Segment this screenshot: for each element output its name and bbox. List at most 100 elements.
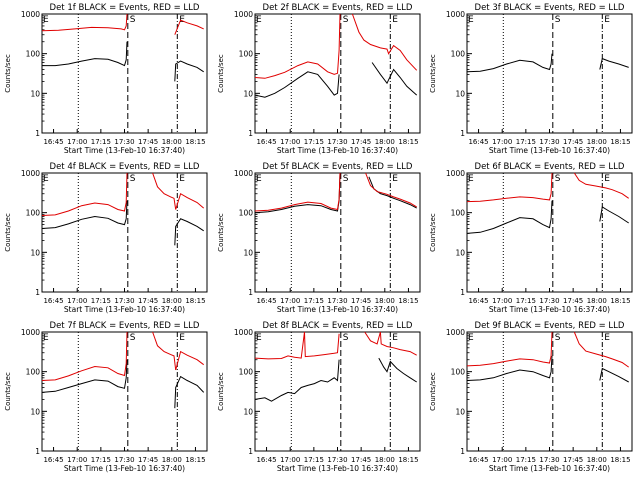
y-tick-label: 1 <box>35 129 40 138</box>
x-tick-label: 17:00 <box>280 297 300 305</box>
y-tick-label: 10 <box>30 89 40 98</box>
s-marker: S <box>343 174 349 184</box>
x-axis-label: Start Time (13-Feb-10 16:37:40) <box>277 146 398 155</box>
y-tick-label: 1000 <box>446 169 465 178</box>
detector-panel: Det 7f BLACK = Events, RED = LLD Counts/s… <box>4 321 208 473</box>
y-tick-label: 1000 <box>234 169 253 178</box>
y-axis-label: Counts/sec <box>429 372 437 411</box>
x-tick-label: 16:45 <box>256 138 276 146</box>
axes-frame <box>41 172 208 293</box>
y-tick-label: 10 <box>243 89 253 98</box>
y-tick-label: 10 <box>243 248 253 257</box>
y-tick-label: 100 <box>239 368 254 377</box>
y-tick-label: 1 <box>35 447 40 456</box>
x-tick-label: 17:15 <box>516 297 536 305</box>
x-tick-label: 18:00 <box>162 456 182 464</box>
x-tick-label: 17:30 <box>327 297 347 305</box>
x-axis-label: Start Time (13-Feb-10 16:37:40) <box>489 305 610 314</box>
y-tick-label: 100 <box>451 209 466 218</box>
lld-series-line <box>466 172 629 203</box>
y-axis-label: Counts/sec <box>217 213 225 252</box>
y-tick-label: 100 <box>451 368 466 377</box>
x-tick-label: 16:45 <box>43 297 63 305</box>
events-series-line <box>42 41 204 82</box>
s-marker: S <box>343 333 349 343</box>
x-tick-label: 17:00 <box>280 138 300 146</box>
x-axis-label: Start Time (13-Feb-10 16:37:40) <box>277 305 398 314</box>
y-tick-label: 1000 <box>446 10 465 19</box>
y-axis-label: Counts/sec <box>4 213 12 252</box>
detector-panel: Det 1f BLACK = Events, RED = LLD Counts/s… <box>4 3 208 155</box>
panel-title: Det 9f BLACK = Events, RED = LLD <box>475 321 625 331</box>
start-e-marker: E <box>256 333 262 343</box>
x-tick-label: 16:45 <box>468 138 488 146</box>
x-tick-label: 17:45 <box>138 456 158 464</box>
axes-frame <box>466 331 633 452</box>
e-marker: E <box>179 174 185 184</box>
x-tick-label: 18:00 <box>375 297 395 305</box>
y-tick-label: 10 <box>455 407 465 416</box>
x-tick-label: 17:45 <box>351 138 371 146</box>
y-tick-label: 1 <box>248 129 253 138</box>
x-tick-label: 18:15 <box>610 297 630 305</box>
y-tick-label: 10 <box>30 248 40 257</box>
lld-series-line <box>41 331 205 381</box>
x-tick-label: 17:30 <box>539 456 559 464</box>
x-tick-label: 18:00 <box>162 297 182 305</box>
x-tick-label: 17:00 <box>492 297 512 305</box>
start-e-marker: E <box>468 15 474 25</box>
e-marker: E <box>604 174 610 184</box>
lld-series-line <box>254 172 417 212</box>
x-tick-label: 17:30 <box>327 456 347 464</box>
y-tick-label: 1000 <box>234 10 253 19</box>
x-tick-label: 18:00 <box>587 297 607 305</box>
x-tick-label: 17:15 <box>516 456 536 464</box>
axes-frame <box>466 172 633 293</box>
detector-panel: Det 4f BLACK = Events, RED = LLD Counts/s… <box>4 162 208 314</box>
x-tick-label: 18:15 <box>398 138 418 146</box>
panel-title: Det 3f BLACK = Events, RED = LLD <box>475 3 625 13</box>
x-tick-label: 17:15 <box>304 456 324 464</box>
lld-series-line <box>466 331 629 368</box>
x-tick-label: 17:15 <box>304 138 324 146</box>
panel-title: Det 2f BLACK = Events, RED = LLD <box>263 3 413 13</box>
x-tick-label: 17:30 <box>114 297 134 305</box>
detector-panel: Det 5f BLACK = Events, RED = LLD Counts/s… <box>217 162 421 314</box>
x-tick-label: 17:00 <box>67 456 87 464</box>
axes-frame <box>41 331 208 452</box>
x-tick-label: 17:00 <box>67 138 87 146</box>
x-tick-label: 18:15 <box>185 138 205 146</box>
x-axis-label: Start Time (13-Feb-10 16:37:40) <box>489 146 610 155</box>
axes-frame <box>466 13 633 134</box>
x-axis-label: Start Time (13-Feb-10 16:37:40) <box>64 464 185 473</box>
x-tick-label: 17:15 <box>304 297 324 305</box>
y-tick-label: 100 <box>26 50 41 59</box>
detector-panel: Det 2f BLACK = Events, RED = LLD Counts/s… <box>217 3 421 155</box>
events-series-line <box>466 355 629 383</box>
panel-title: Det 5f BLACK = Events, RED = LLD <box>263 162 413 172</box>
x-tick-label: 17:15 <box>91 138 111 146</box>
x-tick-label: 18:15 <box>185 297 205 305</box>
start-e-marker: E <box>256 174 262 184</box>
y-tick-label: 100 <box>26 209 41 218</box>
x-tick-label: 17:15 <box>516 138 536 146</box>
x-tick-label: 17:45 <box>351 297 371 305</box>
y-axis-label: Counts/sec <box>4 372 12 411</box>
y-tick-label: 100 <box>239 50 254 59</box>
e-marker: E <box>392 174 398 184</box>
y-tick-label: 1 <box>248 447 253 456</box>
x-tick-label: 18:00 <box>162 138 182 146</box>
y-tick-label: 1000 <box>21 10 40 19</box>
lld-series-line <box>41 172 205 216</box>
y-tick-label: 100 <box>239 209 254 218</box>
events-series-line <box>41 359 205 409</box>
y-tick-label: 1000 <box>446 328 465 337</box>
start-e-marker: E <box>43 333 49 343</box>
x-tick-label: 18:15 <box>398 456 418 464</box>
e-marker: E <box>392 15 398 25</box>
panel-title: Det 8f BLACK = Events, RED = LLD <box>263 321 413 331</box>
x-tick-label: 17:15 <box>91 297 111 305</box>
detector-panel: Det 3f BLACK = Events, RED = LLD Counts/s… <box>429 3 633 155</box>
s-marker: S <box>555 333 561 343</box>
x-tick-label: 17:45 <box>563 297 583 305</box>
